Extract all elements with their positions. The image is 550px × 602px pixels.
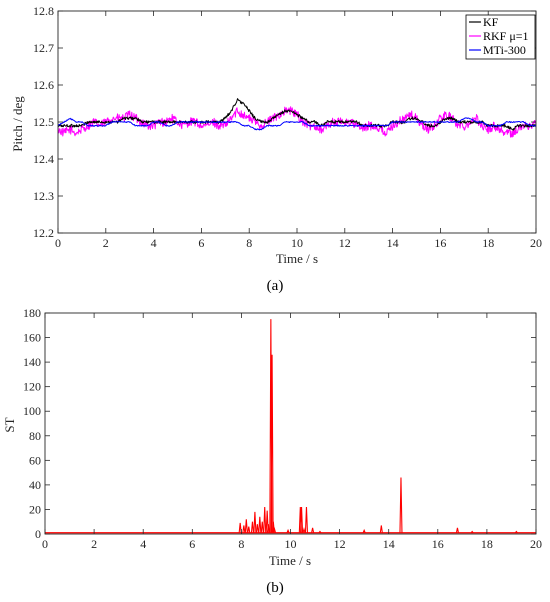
chart-a-plot-area [58, 11, 536, 233]
chart-a-y-tick-label: 12.5 [33, 115, 54, 129]
chart-b-spike [286, 528, 290, 533]
chart-b-spike [304, 506, 309, 533]
chart-a-x-tick-label: 20 [530, 236, 542, 250]
chart-b-spike [379, 525, 383, 533]
chart-b-spike [311, 527, 315, 533]
chart-b-spike [273, 526, 277, 533]
chart-b-caption: (b) [266, 580, 284, 596]
chart-b-spike [244, 519, 248, 533]
chart-b-y-tick-label: 40 [29, 478, 41, 492]
chart-a-y-tick-label: 12.6 [33, 78, 54, 92]
chart-b-x-tick-label: 10 [285, 537, 297, 551]
chart-b-y-axis-label: ST [2, 417, 17, 432]
chart-a-x-tick-label: 2 [103, 236, 109, 250]
legend-label-mti: MTi-300 [483, 43, 526, 57]
chart-a-x-axis-label: Time / s [276, 251, 318, 266]
chart-a-axes-frame [57, 10, 537, 234]
chart-a-x-tick-label: 18 [482, 236, 494, 250]
chart-b-spike [362, 528, 366, 533]
chart-a-y-tick-label: 12.3 [33, 189, 54, 203]
chart-b-spike [242, 525, 246, 533]
chart-a-x-tick-label: 12 [339, 236, 351, 250]
chart-a-x-tick-label: 14 [387, 236, 399, 250]
chart-b-x-tick-label: 20 [530, 537, 542, 551]
chart-a-y-axis-label: Pitch / deg [10, 96, 25, 152]
chart-b-ticks: 0 2 4 6 8 10 12 14 16 18 20 0 20 40 60 80 100 120 140 160 18… [23, 306, 542, 551]
legend-label-kf: KF [483, 15, 499, 29]
chart-b: 0 2 4 6 8 10 12 14 16 18 20 0 20 40 60 80 100 120 140 160 18… [2, 306, 542, 596]
chart-b-spike [258, 516, 262, 533]
chart-b-spike [470, 530, 474, 534]
chart-a-x-tick-label: 8 [246, 236, 252, 250]
chart-b-spike [399, 477, 403, 533]
chart-b-y-tick-label: 140 [23, 355, 41, 369]
chart-a-ticks: 0 2 4 6 8 10 12 14 16 18 20 12.2 12.3 12.4 12.5 12.6 12.… [33, 4, 542, 250]
chart-b-x-tick-label: 4 [140, 537, 146, 551]
chart-a-y-tick-label: 12.7 [33, 41, 54, 55]
chart-b-spike [253, 511, 257, 533]
chart-b-spike [247, 526, 251, 533]
chart-b-plot-background [45, 313, 536, 534]
chart-b-y-tick-label: 0 [35, 527, 41, 541]
chart-b-spike [302, 526, 306, 533]
chart-b-spike [238, 522, 242, 533]
chart-a-legend: KF RKF μ=1 MTi-300 [465, 14, 536, 60]
chart-b-y-tick-label: 80 [29, 429, 41, 443]
chart-b-plot-area [45, 313, 536, 534]
chart-b-x-tick-label: 14 [383, 537, 395, 551]
chart-a-y-tick-label: 12.8 [33, 4, 54, 18]
chart-b-y-tick-label: 180 [23, 306, 41, 320]
chart-b-spike [250, 521, 254, 533]
chart-b-spike [263, 506, 267, 533]
chart-a-caption: (a) [267, 278, 284, 294]
chart-b-spike [318, 530, 322, 534]
chart-b-x-tick-label: 2 [91, 537, 97, 551]
chart-b-spike [514, 530, 518, 534]
chart-a-series-rkf-1 [58, 106, 536, 138]
chart-b-spike [260, 521, 264, 533]
chart-b-axes-frame [44, 312, 537, 535]
chart-b-spike [300, 506, 304, 533]
chart-b-y-tick-label: 60 [29, 453, 41, 467]
chart-a-series-kf [58, 98, 536, 131]
chart-a-y-tick-label: 12.2 [33, 226, 54, 240]
chart-a-x-tick-label: 0 [55, 236, 61, 250]
chart-b-spike [266, 524, 270, 533]
chart-a-x-tick-label: 4 [151, 236, 157, 250]
chart-b-x-axis-label: Time / s [269, 553, 311, 568]
chart-b-spike [255, 524, 259, 533]
chart-b-x-tick-label: 16 [432, 537, 444, 551]
chart-b-x-tick-label: 6 [189, 537, 195, 551]
chart-b-y-tick-label: 20 [29, 502, 41, 516]
chart-a-series-group [58, 98, 536, 138]
chart-b-y-tick-label: 100 [23, 404, 41, 418]
chart-b-spike [270, 354, 274, 533]
chart-b-spike [455, 527, 459, 533]
chart-b-y-tick-label: 120 [23, 380, 41, 394]
chart-b-x-tick-label: 0 [42, 537, 48, 551]
chart-b-x-tick-label: 12 [334, 537, 346, 551]
legend-label-rkf: RKF μ=1 [483, 29, 529, 43]
chart-a-y-tick-label: 12.4 [33, 152, 54, 166]
chart-a-x-tick-label: 6 [198, 236, 204, 250]
chart-b-x-tick-label: 8 [238, 537, 244, 551]
chart-a-x-tick-label: 16 [434, 236, 446, 250]
chart-b-x-tick-label: 18 [481, 537, 493, 551]
chart-a-x-tick-label: 10 [291, 236, 303, 250]
chart-a: 0 2 4 6 8 10 12 14 16 18 20 12.2 12.3 12.4 12.5 12.6 12.… [10, 4, 542, 294]
chart-b-y-tick-label: 160 [23, 331, 41, 345]
chart-a-series-mti-300 [58, 117, 536, 131]
